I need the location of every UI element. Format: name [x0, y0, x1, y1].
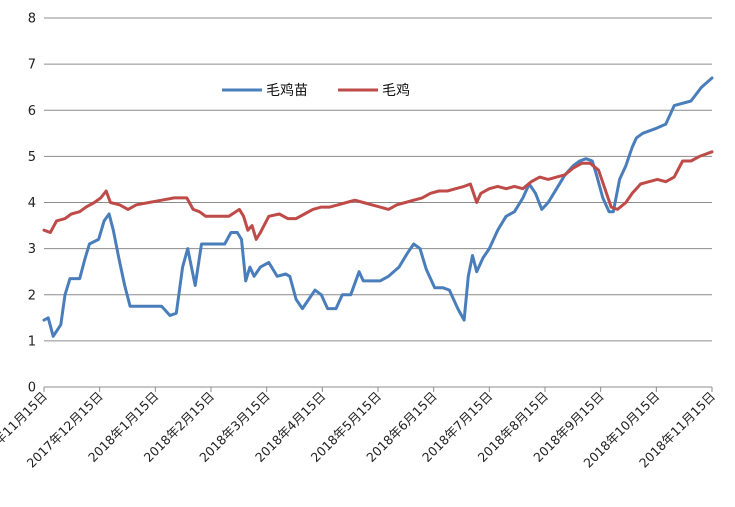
legend-label-2: 毛鸡 [382, 82, 410, 99]
y-tick-label: 5 [28, 150, 36, 165]
y-tick-label: 6 [28, 104, 36, 119]
legend: 毛鸡苗 毛鸡 [222, 82, 410, 99]
y-tick-label: 1 [28, 334, 36, 349]
y-tick-label: 2 [28, 288, 36, 303]
y-tick-label: 8 [28, 12, 36, 27]
y-tick-label: 0 [28, 381, 36, 396]
series-line-1 [42, 76, 714, 338]
y-tick-label: 4 [28, 196, 36, 211]
axes: 0123456782017年11月15日2017年12月15日2018年1月15… [0, 12, 718, 471]
y-tick-label: 3 [28, 242, 36, 257]
series-lines [42, 76, 714, 338]
y-tick-label: 7 [28, 58, 36, 73]
series-line-2 [42, 150, 714, 241]
legend-label-1: 毛鸡苗 [266, 82, 308, 99]
